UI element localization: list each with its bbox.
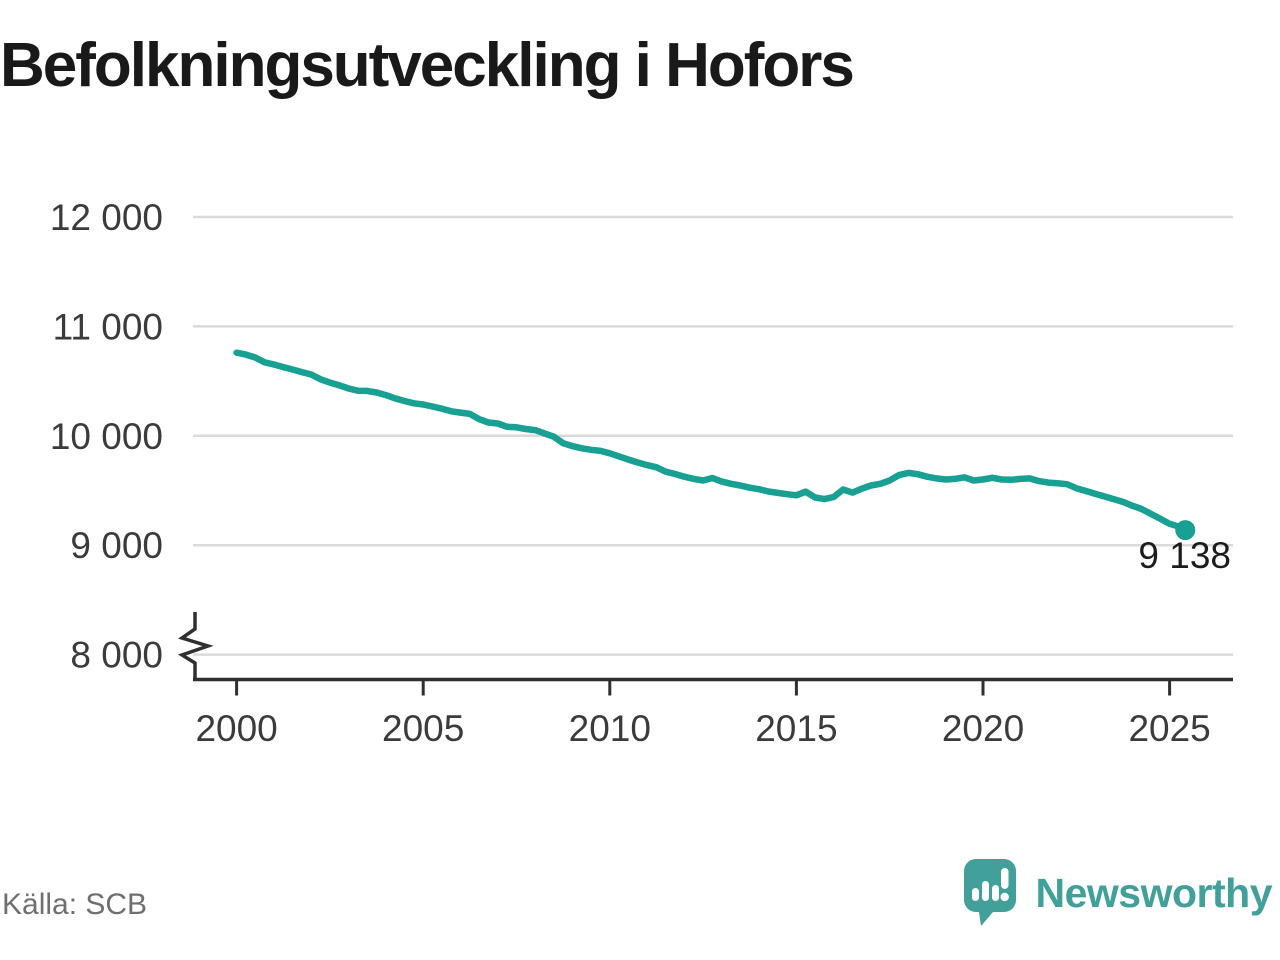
page-title: Befolkningsutveckling i Hofors	[0, 31, 855, 100]
source-label: Källa: SCB	[2, 888, 148, 921]
y-tick-label: 10 000	[50, 416, 163, 457]
newsworthy-speech-bubble-chart-icon	[963, 859, 1016, 926]
end-value-label: 9 138	[1138, 535, 1231, 576]
gridlines	[193, 215, 1233, 656]
x-tick-label: 2025	[1128, 708, 1210, 749]
newsworthy-logo: Newsworthy	[963, 856, 1273, 930]
x-tick-label: 2005	[382, 708, 464, 749]
y-tick-label: 11 000	[53, 306, 163, 347]
y-axis-tick-labels: 12 000 11 000 10 000 9 000 8 000	[50, 197, 163, 676]
y-axis-break-icon	[177, 612, 214, 681]
x-tick-label: 2020	[942, 708, 1024, 749]
series-end-point	[1175, 520, 1196, 541]
y-tick-label: 9 000	[70, 525, 163, 566]
x-tick-label: 2010	[569, 708, 651, 749]
x-tick-label: 2015	[755, 708, 837, 749]
x-tick-label: 2000	[195, 708, 277, 749]
population-series-line	[233, 349, 1189, 534]
y-tick-label: 12 000	[50, 197, 163, 238]
x-axis-tick-labels: 2000 2005 2010 2015 2020 2025	[195, 679, 1211, 749]
newsworthy-wordmark: Newsworthy	[1035, 869, 1273, 916]
y-tick-label: 8 000	[70, 635, 163, 676]
